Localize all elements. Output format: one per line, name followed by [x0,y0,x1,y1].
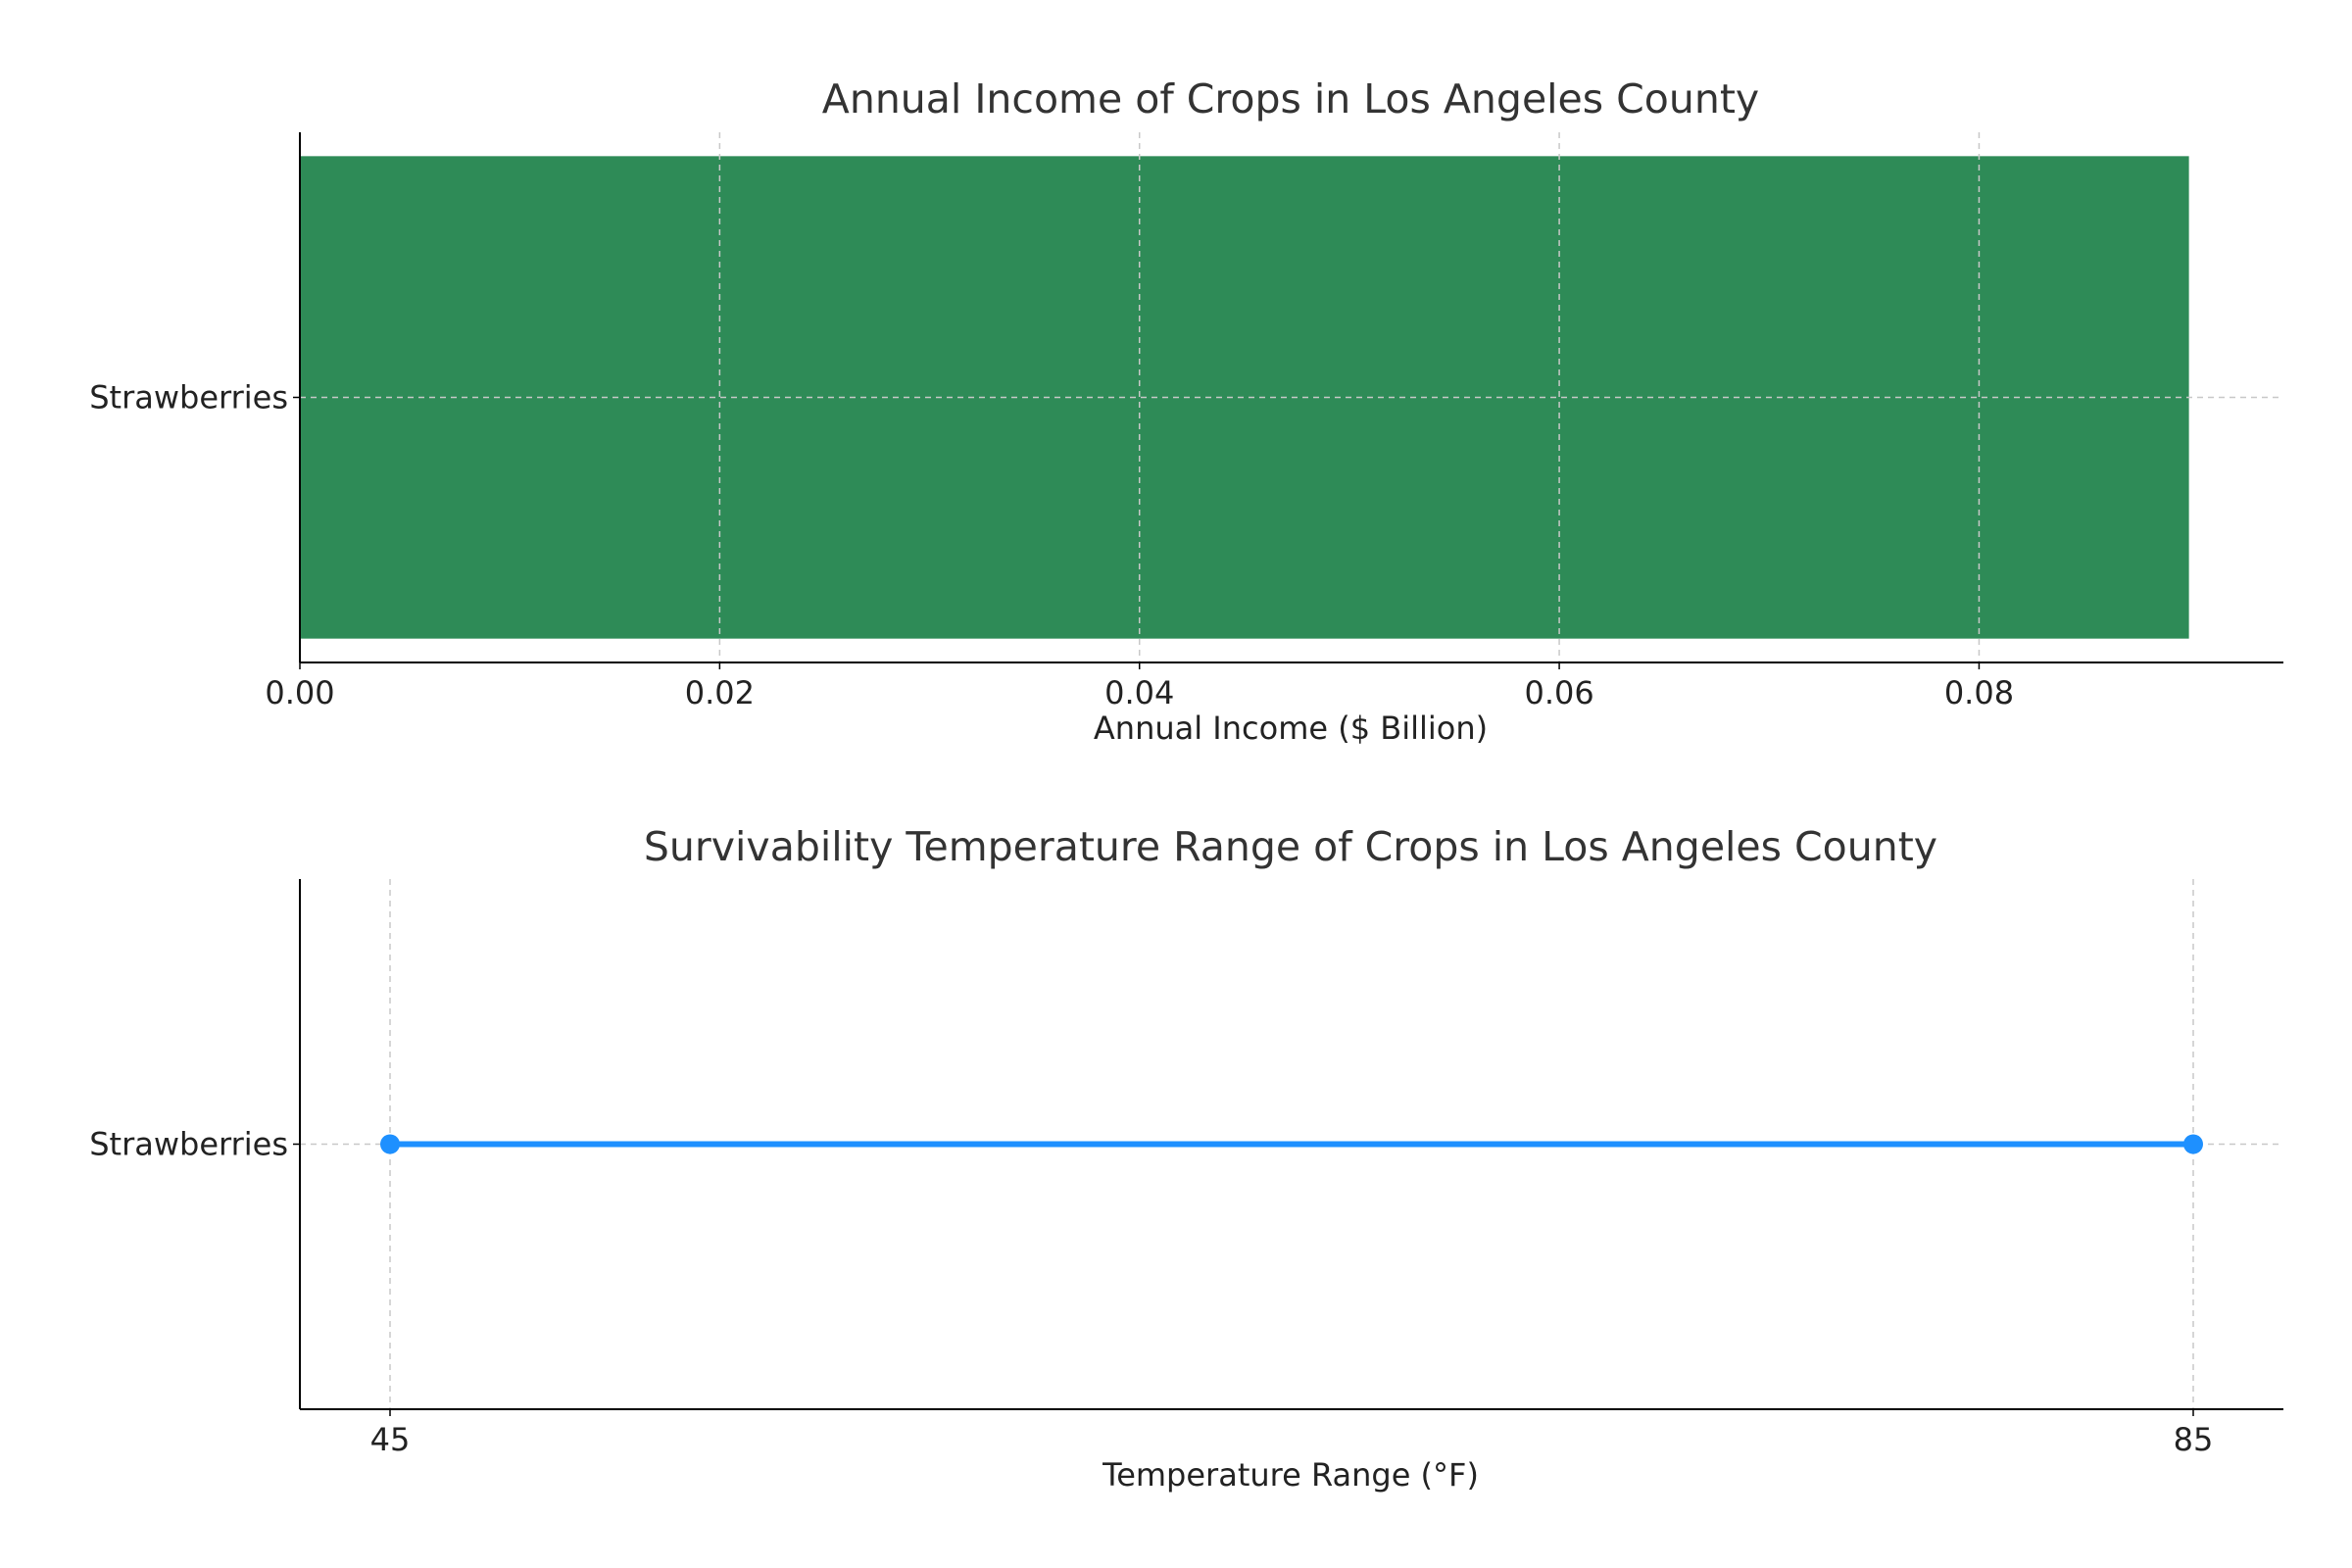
temperature-x-tick-label: 45 [370,1421,411,1458]
income-x-ticks: 0.00 0.02 0.04 0.06 0.08 [265,662,2014,711]
temperature-chart: Survivability Temperature Range of Crops… [89,823,2283,1494]
income-y-ticks: Strawberries [89,379,300,416]
income-x-tick-label: 0.00 [265,674,334,711]
income-y-tick-label: Strawberries [89,379,288,416]
income-x-tick-label: 0.06 [1524,674,1593,711]
income-x-tick-label: 0.04 [1104,674,1174,711]
income-chart: Annual Income of Crops in Los Angeles Co… [89,75,2283,747]
temperature-series [380,1134,2203,1154]
temperature-y-ticks: Strawberries [89,1126,300,1163]
temperature-x-axis-label: Temperature Range (°F) [1102,1456,1479,1494]
temperature-y-tick-label: Strawberries [89,1126,288,1163]
temperature-range-point [380,1134,400,1154]
income-x-axis-label: Annual Income ($ Billion) [1094,710,1488,747]
temperature-x-ticks: 45 85 [370,1409,2214,1458]
temperature-range-point [2183,1134,2203,1154]
income-chart-title: Annual Income of Crops in Los Angeles Co… [822,75,1759,122]
income-x-tick-label: 0.02 [685,674,755,711]
temperature-chart-title: Survivability Temperature Range of Crops… [644,823,1937,870]
temperature-x-tick-label: 85 [2174,1421,2214,1458]
income-x-tick-label: 0.08 [1944,674,2014,711]
